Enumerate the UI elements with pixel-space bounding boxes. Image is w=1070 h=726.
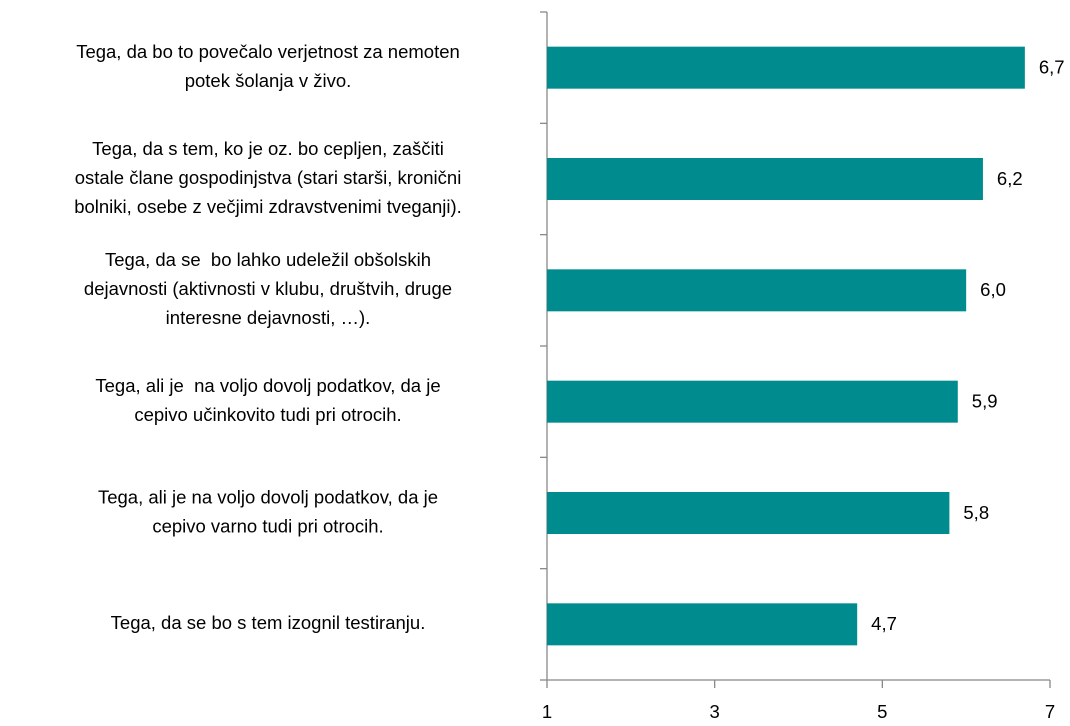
category-label: Tega, ali je na voljo dovolj podatkov, d…: [98, 486, 438, 507]
category-label: Tega, da bo to povečalo verjetnost za ne…: [76, 41, 460, 62]
category-label: cepivo učinkovito tudi pri otrocih.: [134, 404, 401, 425]
category-label: bolniki, osebe z večjimi zdravstvenimi t…: [74, 196, 462, 217]
value-label: 6,0: [980, 279, 1006, 300]
bar: [547, 158, 983, 200]
category-label: potek šolanja v živo.: [185, 70, 352, 91]
x-tick-label: 3: [710, 701, 720, 722]
category-label: Tega, da se bo s tem izognil testiranju.: [111, 612, 426, 633]
value-label: 4,7: [871, 613, 897, 634]
x-tick-label: 5: [877, 701, 887, 722]
bar: [547, 603, 858, 646]
value-label: 5,9: [972, 391, 998, 412]
value-label: 5,8: [963, 502, 989, 523]
bar: [547, 380, 958, 423]
value-label: 6,7: [1039, 57, 1065, 78]
category-label: Tega, da s tem, ko je oz. bo cepljen, za…: [92, 138, 444, 159]
category-label: cepivo varno tudi pri otrocih.: [152, 515, 383, 536]
x-tick-label: 1: [542, 701, 552, 722]
bar: [547, 492, 950, 534]
category-label: dejavnosti (aktivnosti v klubu, društvih…: [84, 278, 452, 299]
value-label: 6,2: [997, 168, 1023, 189]
x-tick-label: 7: [1045, 701, 1055, 722]
bar: [547, 46, 1025, 89]
bar: [547, 269, 967, 312]
category-label: Tega, da se bo lahko udeležil obšolskih: [105, 249, 431, 270]
category-label: ostale člane gospodinjstva (stari starši…: [75, 167, 462, 188]
category-label: interesne dejavnosti, …).: [166, 307, 371, 328]
category-label: Tega, ali je na voljo dovolj podatkov, d…: [95, 375, 440, 396]
